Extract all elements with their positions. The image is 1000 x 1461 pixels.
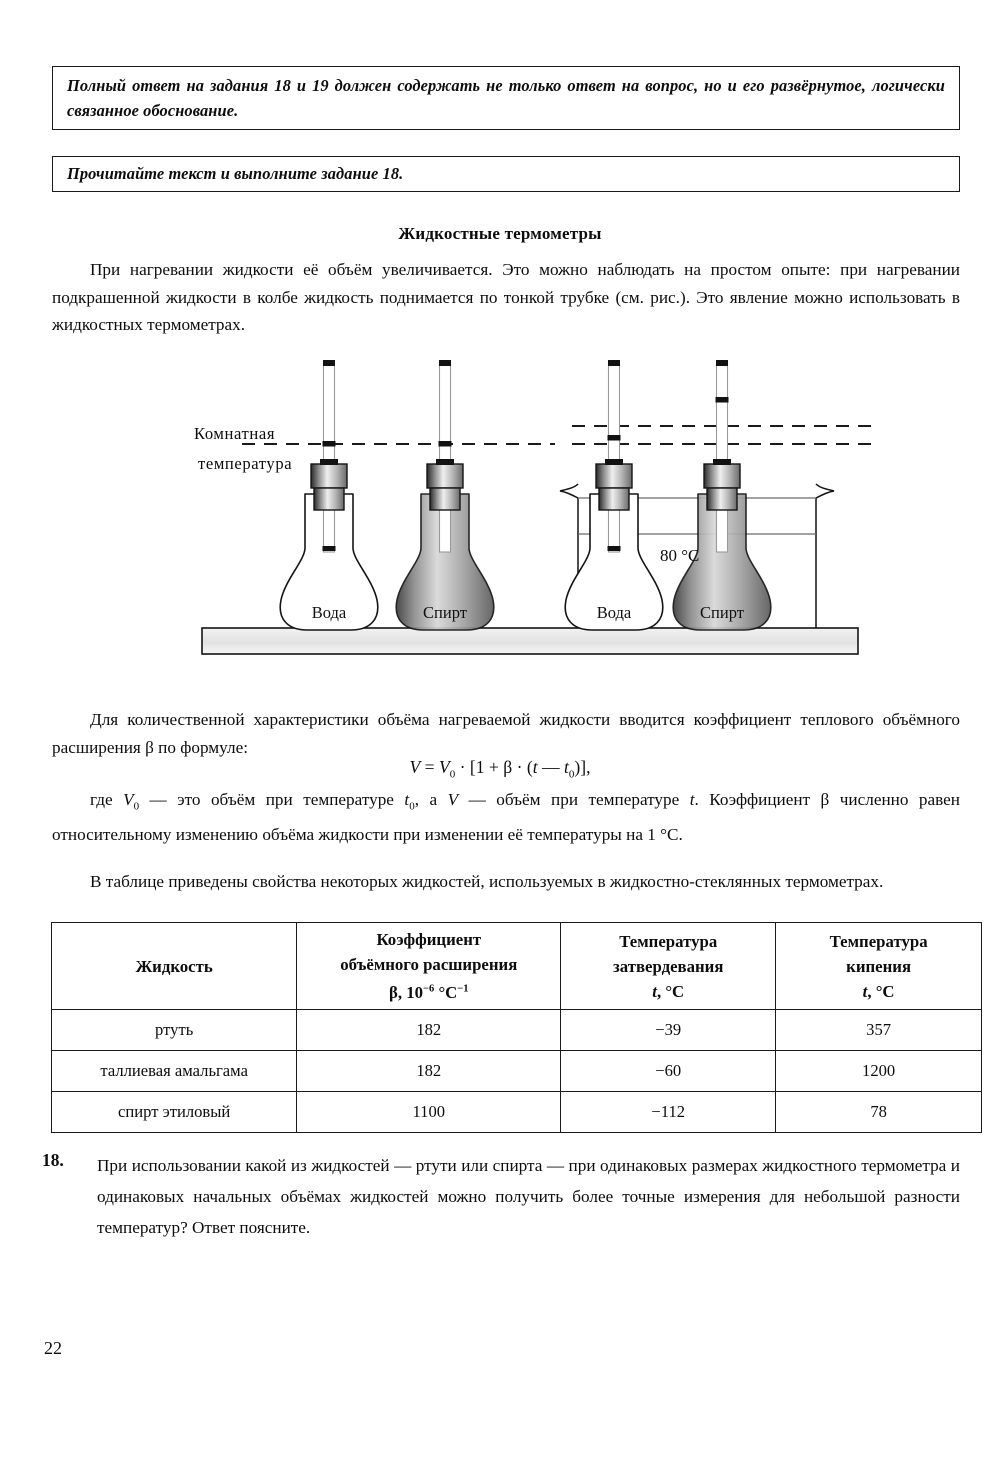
flask-label-spirit-hot: Спирт [700, 603, 744, 622]
paragraph-table-intro: В таблице приведены свойства некоторых ж… [90, 872, 884, 891]
question-18: 18. При использовании какой из жидкостей… [42, 1150, 960, 1243]
figure-label-room-temperature-line2: температура [198, 454, 293, 473]
question-text: При использовании какой из жидкостей — р… [97, 1156, 960, 1237]
header-line-3: t, °C [863, 982, 895, 1001]
page-number: 22 [44, 1338, 62, 1358]
header-t-symbol: t [652, 981, 657, 1001]
header-beta-unit-exp: −1 [457, 983, 469, 995]
header-line-3: β, 10−6 °C−1 [389, 983, 469, 1002]
symbol-t: t [689, 790, 695, 809]
table-row: спирт этиловый 1100 −112 78 [50, 1091, 982, 1133]
header-line-1: Температура [829, 931, 928, 951]
table-header-expansion-coefficient: Коэффициент объёмного расширения β, 10−6… [296, 922, 562, 1010]
header-beta-prefix: β, 10 [389, 983, 424, 1003]
flask-water-hot: Вода [564, 360, 664, 631]
paragraph-where: где V0 — это объём при температуре t0, а… [52, 786, 960, 848]
liquid-properties-table: Жидкость Коэффициент объёмного расширени… [50, 922, 982, 1133]
where-part-5: . Коэффициент β численно равен относител… [52, 790, 960, 844]
where-part-4: — объём при температуре [458, 790, 690, 809]
symbol-v: V [447, 790, 459, 809]
cell-freeze: −112 [560, 1091, 777, 1133]
instruction-box-read-text: Прочитайте текст и выполните задание 18. [52, 156, 960, 192]
flask-label-water-cold: Вода [312, 603, 347, 622]
question-number: 18. [42, 1150, 64, 1170]
symbol-t0: t [404, 790, 410, 809]
cell-freeze: −60 [560, 1050, 777, 1092]
header-beta-unit: °C [434, 983, 458, 1003]
cell-boil: 1200 [775, 1050, 982, 1092]
flask-spirit-cold: Спирт [395, 360, 495, 631]
figure-label-beaker-temperature: 80 °C [660, 546, 700, 565]
symbol-v0: V [123, 790, 134, 809]
header-line-1: Температура [619, 931, 718, 951]
cell-beta: 182 [296, 1050, 562, 1092]
cell-liquid: спирт этиловый [50, 1091, 298, 1133]
table-row: таллиевая амальгама 182 −60 1200 [50, 1050, 982, 1092]
cell-liquid: таллиевая амальгама [50, 1050, 298, 1092]
instruction-box-full-answer: Полный ответ на задания 18 и 19 должен с… [52, 66, 960, 130]
header-t-unit: , °C [656, 981, 685, 1001]
cell-beta: 182 [296, 1009, 562, 1051]
instruction-text-full-answer: Полный ответ на задания 18 и 19 должен с… [67, 76, 945, 120]
header-line-2: затвердевания [613, 956, 724, 976]
thermometer-experiment-diagram: Вода Спирт [201, 360, 880, 655]
flask-water-cold: Вода [279, 360, 379, 631]
instruction-text-read-text: Прочитайте текст и выполните задание 18. [67, 164, 404, 183]
header-beta-exp: −6 [423, 983, 435, 995]
header-line-1: Коэффициент [376, 929, 482, 949]
where-part-2: — это объём при температуре [139, 790, 405, 809]
figure-liquid-thermometers: Вода Спирт [180, 358, 880, 670]
symbol-t0-sub: 0 [409, 800, 415, 813]
flask-label-water-hot: Вода [597, 603, 632, 622]
cell-liquid: ртуть [50, 1009, 298, 1051]
header-line-2: объёмного расширения [340, 954, 518, 974]
symbol-v0-sub: 0 [133, 800, 140, 813]
table-header-row: Жидкость Коэффициент объёмного расширени… [50, 922, 982, 1010]
cell-boil: 78 [775, 1091, 982, 1133]
header-line-3: t, °C [652, 982, 684, 1001]
header-t-unit: , °C [867, 981, 895, 1001]
table-row: ртуть 182 −39 357 [50, 1009, 982, 1051]
table-head: Жидкость Коэффициент объёмного расширени… [50, 922, 982, 1010]
figure-label-room-temperature-line1: Комнатная [194, 424, 276, 443]
paragraph-intro: При нагревании жидкости её объём увеличи… [52, 260, 960, 334]
article-title: Жидкостные термометры [398, 224, 602, 243]
flask-label-spirit-cold: Спирт [423, 603, 467, 622]
where-part-3: , а [414, 790, 448, 809]
flask-spirit-hot: Спирт [672, 360, 772, 631]
header-t-symbol: t [862, 981, 868, 1001]
header-line-2: кипения [846, 956, 912, 976]
cell-freeze: −39 [560, 1009, 777, 1051]
table-header-boiling-temperature: Температура кипения t, °C [775, 922, 982, 1010]
table-body: ртуть 182 −39 357 таллиевая амальгама 18… [50, 1009, 982, 1133]
table-header-freezing-temperature: Температура затвердевания t, °C [560, 922, 777, 1010]
paragraph-coefficient: Для количественной характеристики объёма… [52, 710, 960, 757]
cell-boil: 357 [775, 1009, 982, 1051]
bench-surface [201, 627, 859, 655]
cell-beta: 1100 [296, 1091, 562, 1133]
table-header-liquid: Жидкость [50, 922, 298, 1010]
where-prefix: где [90, 790, 124, 809]
formula-volume-expansion: V = V0 · [1 + β · (t — t0)], [409, 757, 591, 781]
